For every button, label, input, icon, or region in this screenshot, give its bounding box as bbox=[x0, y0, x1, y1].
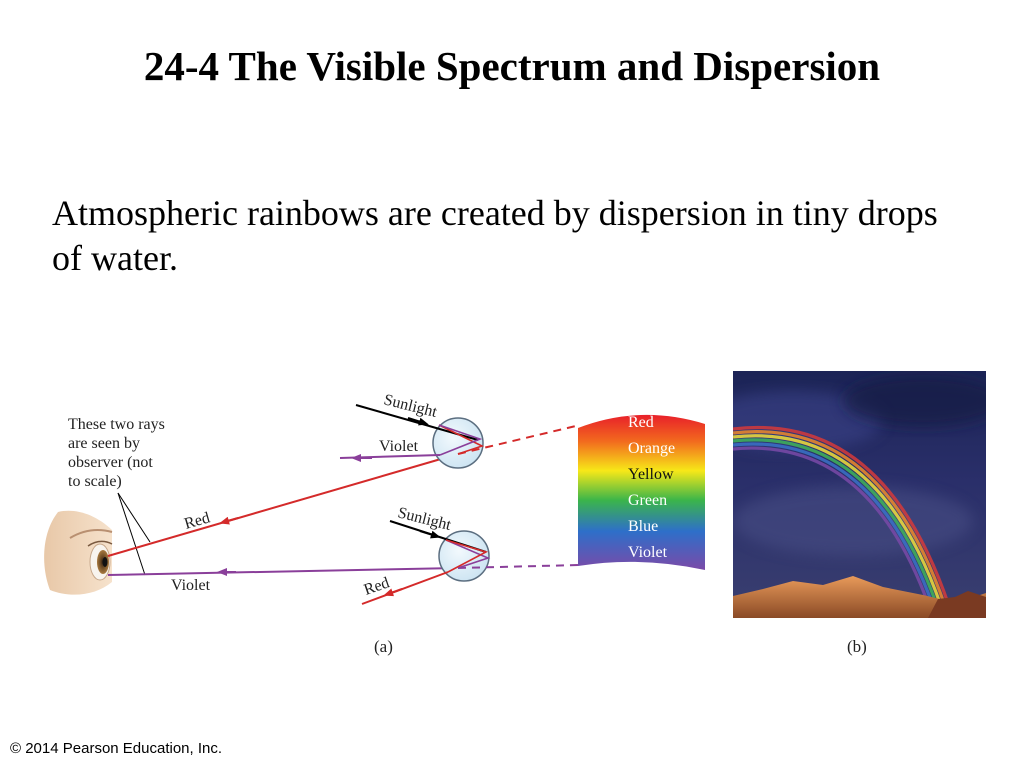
spectrum-label-violet: Violet bbox=[628, 544, 668, 561]
note-line-3: observer (not bbox=[68, 454, 153, 471]
caption-b: (b) bbox=[847, 637, 867, 656]
caption-a: (a) bbox=[374, 637, 393, 656]
observer-eye-icon bbox=[44, 510, 113, 595]
spectrum-label-yellow: Yellow bbox=[628, 466, 674, 483]
body-text: Atmospheric rainbows are created by disp… bbox=[52, 193, 938, 278]
bottom-water-drop bbox=[361, 520, 581, 605]
red-ray-to-observer bbox=[107, 453, 459, 557]
top-water-drop bbox=[339, 404, 581, 469]
spectrum-label-red: Red bbox=[628, 414, 654, 431]
note-pointer-lines bbox=[117, 492, 151, 576]
note-line-4: to scale) bbox=[68, 473, 122, 490]
top-sunlight-label: Sunlight bbox=[382, 391, 439, 421]
spectrum-label-blue: Blue bbox=[628, 518, 658, 535]
red-ray-arrow bbox=[219, 516, 239, 525]
top-violet-label: Violet bbox=[379, 438, 419, 455]
violet-ray-to-observer bbox=[107, 567, 459, 576]
rainbow-photo bbox=[733, 371, 986, 618]
bottom-sunlight-label: Sunlight bbox=[396, 504, 453, 534]
slide-title: 24-4 The Visible Spectrum and Dispersion bbox=[143, 43, 881, 89]
note-line-2: are seen by bbox=[68, 435, 140, 452]
spectrum-label-orange: Orange bbox=[628, 440, 675, 457]
spectrum-band bbox=[578, 414, 705, 570]
spectrum-label-green: Green bbox=[628, 492, 667, 509]
observer-red-label: Red bbox=[182, 509, 211, 532]
copyright-footer: © 2014 Pearson Education, Inc. bbox=[10, 740, 223, 757]
observer-violet-label: Violet bbox=[171, 577, 211, 594]
note-line-1: These two rays bbox=[68, 416, 165, 433]
